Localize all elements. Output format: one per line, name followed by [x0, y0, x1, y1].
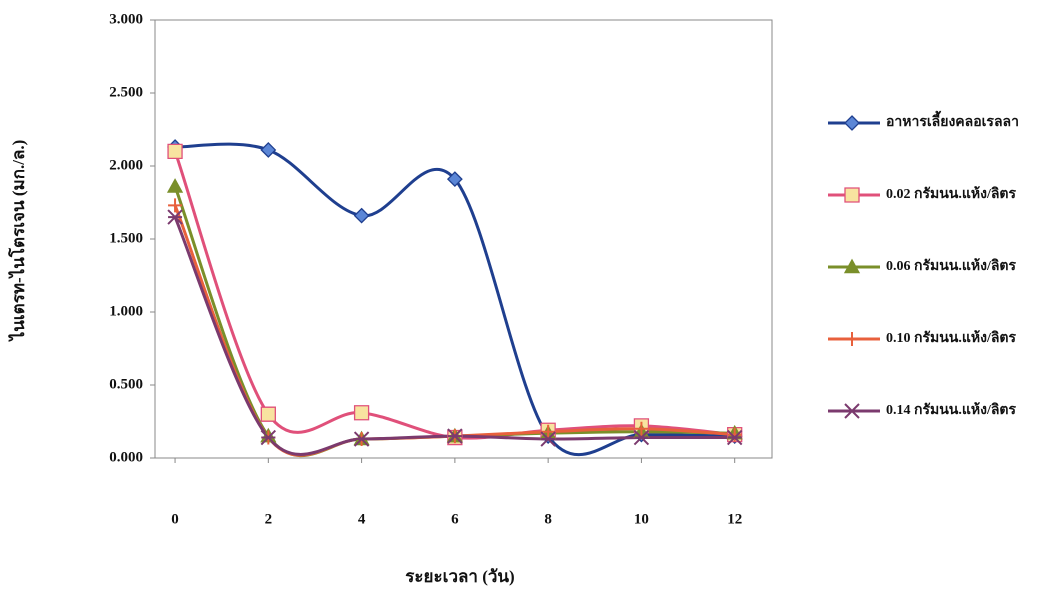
- marker: [353, 431, 370, 447]
- x-tick-label: 10: [634, 511, 649, 527]
- marker: [727, 427, 742, 442]
- marker: [260, 429, 277, 446]
- legend-marker: [845, 332, 859, 346]
- legend-label: 0.14 กรัมนน.แห้ง/ลิตร: [886, 402, 1017, 418]
- marker: [260, 406, 276, 422]
- x-tick-label: 4: [358, 511, 366, 527]
- marker: [353, 207, 370, 224]
- x-tick-label: 12: [727, 511, 742, 527]
- x-tick-label: 8: [544, 511, 552, 527]
- marker: [260, 142, 277, 158]
- marker: [167, 143, 183, 160]
- marker: [726, 429, 743, 446]
- marker: [167, 209, 183, 225]
- legend-label: 0.06 กรัมนน.แห้ง/ลิตร: [886, 258, 1017, 274]
- y-tick-label: 0.000: [109, 449, 143, 465]
- y-tick-label: 2.500: [109, 84, 143, 100]
- legend-marker: [844, 187, 860, 203]
- y-tick-label: 1.000: [109, 303, 143, 319]
- x-tick-label: 6: [451, 511, 459, 527]
- series-line: [175, 142, 735, 457]
- legend-marker: [843, 258, 861, 274]
- legend-marker: [844, 403, 860, 419]
- series-line: [173, 150, 735, 440]
- marker: [633, 429, 650, 446]
- marker: [541, 424, 556, 439]
- legend-label: อาหารเลี้ยงคลอเรลลา: [886, 110, 1019, 130]
- x-tick-label: 2: [265, 511, 273, 527]
- y-tick-label: 1.500: [109, 230, 143, 246]
- y-axis-label: ไนเตรท-ไนโตรเจน (มก./ล.): [8, 140, 28, 343]
- marker: [166, 178, 184, 193]
- y-tick-label: 2.000: [109, 157, 143, 173]
- y-tick-label: 3.000: [109, 11, 143, 27]
- series-line: [173, 185, 735, 458]
- marker: [634, 421, 649, 436]
- y-tick-label: 0.500: [109, 376, 143, 392]
- marker: [353, 405, 370, 421]
- x-axis-label: ระยะเวลา (วัน): [405, 567, 514, 586]
- x-tick-label: 0: [171, 511, 179, 527]
- legend-label: 0.10 กรัมนน.แห้ง/ลิตร: [886, 330, 1017, 346]
- marker: [447, 428, 463, 444]
- plot-frame: [154, 19, 773, 459]
- legend-label: 0.02 กรัมนน.แห้ง/ลิตร: [886, 186, 1017, 202]
- legend-marker: [844, 115, 860, 131]
- marker: [168, 198, 183, 213]
- marker: [446, 171, 463, 188]
- marker: [540, 431, 556, 447]
